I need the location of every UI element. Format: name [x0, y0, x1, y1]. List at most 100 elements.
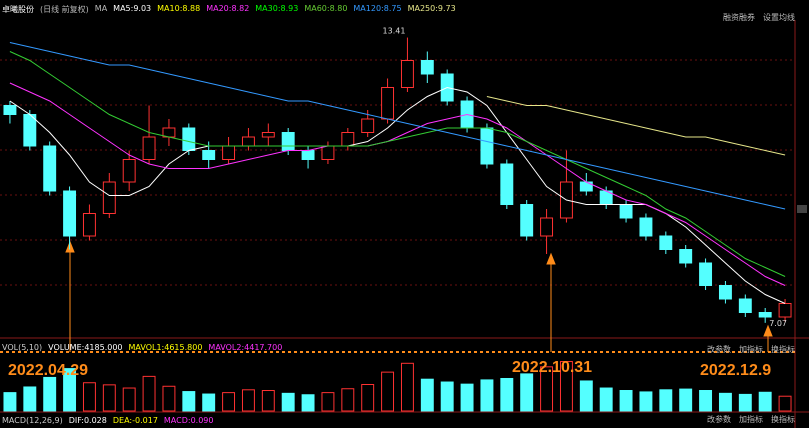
volume-bar — [540, 366, 554, 412]
top-buttons: 融资融券 设置均线 — [723, 12, 795, 23]
candle-body — [738, 298, 752, 313]
volume-bar — [281, 392, 295, 412]
candle-body — [480, 127, 494, 165]
candle-body — [758, 312, 772, 318]
volume-label: VOLUME:4185.000 — [48, 343, 123, 352]
header: 卓曦股份 (日线 前复权) MA MA5:9.03 MA10:8.88 MA20:8… — [2, 4, 456, 15]
period: (日线 前复权) — [40, 5, 89, 14]
grid — [0, 59, 795, 286]
macd-label: MACD(12,26,9) — [2, 416, 63, 425]
candle-body — [102, 181, 116, 214]
candle-body — [43, 145, 57, 192]
volume-bar — [301, 394, 315, 412]
volume-bar — [82, 382, 96, 412]
macd-label: MACD:0.090 — [163, 416, 214, 425]
volume-bar — [63, 368, 77, 412]
candle-body — [182, 127, 196, 151]
ma-label: MA20:8.82 — [206, 4, 250, 13]
volume-bar — [738, 393, 752, 412]
volume-bar — [659, 389, 673, 412]
macd-header: MACD(12,26,9) DIF:0.028 DEA:-0.017 MACD:0.0… — [2, 416, 213, 425]
button[interactable]: 融资融券 — [723, 13, 755, 22]
volume-bar — [500, 377, 514, 412]
volume-bar — [440, 381, 454, 412]
ma-line — [9, 82, 786, 286]
macd-label: DEA:-0.017 — [112, 416, 158, 425]
button[interactable]: 改参数 — [707, 415, 731, 424]
ma-label: MA120:8.75 — [353, 4, 402, 13]
ma-label: MA10:8.88 — [157, 4, 201, 13]
indicator: MA — [94, 4, 108, 13]
volume-bar — [778, 395, 792, 412]
button[interactable]: 换指标 — [771, 415, 795, 424]
annotation: 2022.04.29 — [8, 362, 89, 379]
candle-body — [122, 159, 136, 183]
volume-bar — [202, 393, 216, 412]
volume-bar — [400, 362, 414, 412]
volume-bar — [23, 386, 37, 412]
candle-body — [520, 204, 534, 237]
ma-line — [9, 86, 786, 304]
volume-bar — [222, 392, 236, 412]
arrows — [0, 240, 795, 353]
volume-bar — [261, 390, 275, 412]
button[interactable]: 设置均线 — [763, 13, 795, 22]
candle-body — [3, 105, 17, 115]
volume-bar — [341, 388, 355, 412]
volume-bar — [381, 371, 395, 412]
volume-bar — [758, 391, 772, 412]
candle-body — [142, 136, 156, 160]
volume-bar — [162, 385, 176, 412]
volume-bar — [559, 361, 573, 412]
volume-bar — [241, 389, 255, 412]
stock-name: 卓曦股份 — [2, 5, 34, 14]
candle-body — [718, 285, 732, 300]
candle-body — [679, 249, 693, 264]
high-label: 13.41 — [383, 27, 406, 36]
volume-bar — [102, 384, 116, 412]
button[interactable]: 改参数 — [707, 345, 731, 354]
candle-body — [361, 118, 375, 133]
volume-bar — [639, 391, 653, 412]
candle-body — [420, 60, 434, 75]
candle-body — [202, 150, 216, 160]
candle-body — [23, 114, 37, 147]
candle-body — [321, 145, 335, 160]
volume-label: VOL(5,10) — [2, 343, 43, 352]
button[interactable]: 换指标 — [771, 345, 795, 354]
volume-header: VOL(5,10) VOLUME:4185.000 MAVOL1:4615.800 M… — [2, 343, 282, 352]
candle-body — [400, 60, 414, 88]
candle-body — [500, 163, 514, 205]
candle-body — [639, 217, 653, 237]
volume-bar — [480, 379, 494, 412]
candle-body — [82, 213, 96, 237]
candle-body — [281, 132, 295, 151]
ma-line — [486, 96, 786, 156]
volume-bar — [460, 383, 474, 412]
volume-bar — [599, 387, 613, 412]
scroll-handle[interactable] — [797, 205, 807, 213]
candle-body — [540, 217, 554, 237]
ma-label: MA30:8.93 — [255, 4, 299, 13]
volume-bar — [3, 392, 17, 412]
volume-bar — [420, 378, 434, 412]
panel-buttons: 改参数 加指标 换指标 — [707, 414, 795, 425]
volume-bar — [361, 384, 375, 412]
annotation: 2022.12.9 — [700, 362, 772, 379]
volume-label: MAVOL1:4615.800 — [128, 343, 203, 352]
candle-body — [619, 204, 633, 219]
low-label: 7.07 — [769, 319, 787, 328]
ma-line — [9, 51, 786, 277]
volume-bar — [520, 373, 534, 412]
candle-body — [778, 303, 792, 318]
candle-body — [241, 136, 255, 147]
button[interactable]: 加指标 — [739, 415, 763, 424]
volume-bar — [619, 390, 633, 412]
volume-bar — [579, 380, 593, 412]
candle-body — [341, 132, 355, 147]
candle-body — [381, 87, 395, 120]
volume-bar — [182, 391, 196, 412]
button[interactable]: 加指标 — [739, 345, 763, 354]
